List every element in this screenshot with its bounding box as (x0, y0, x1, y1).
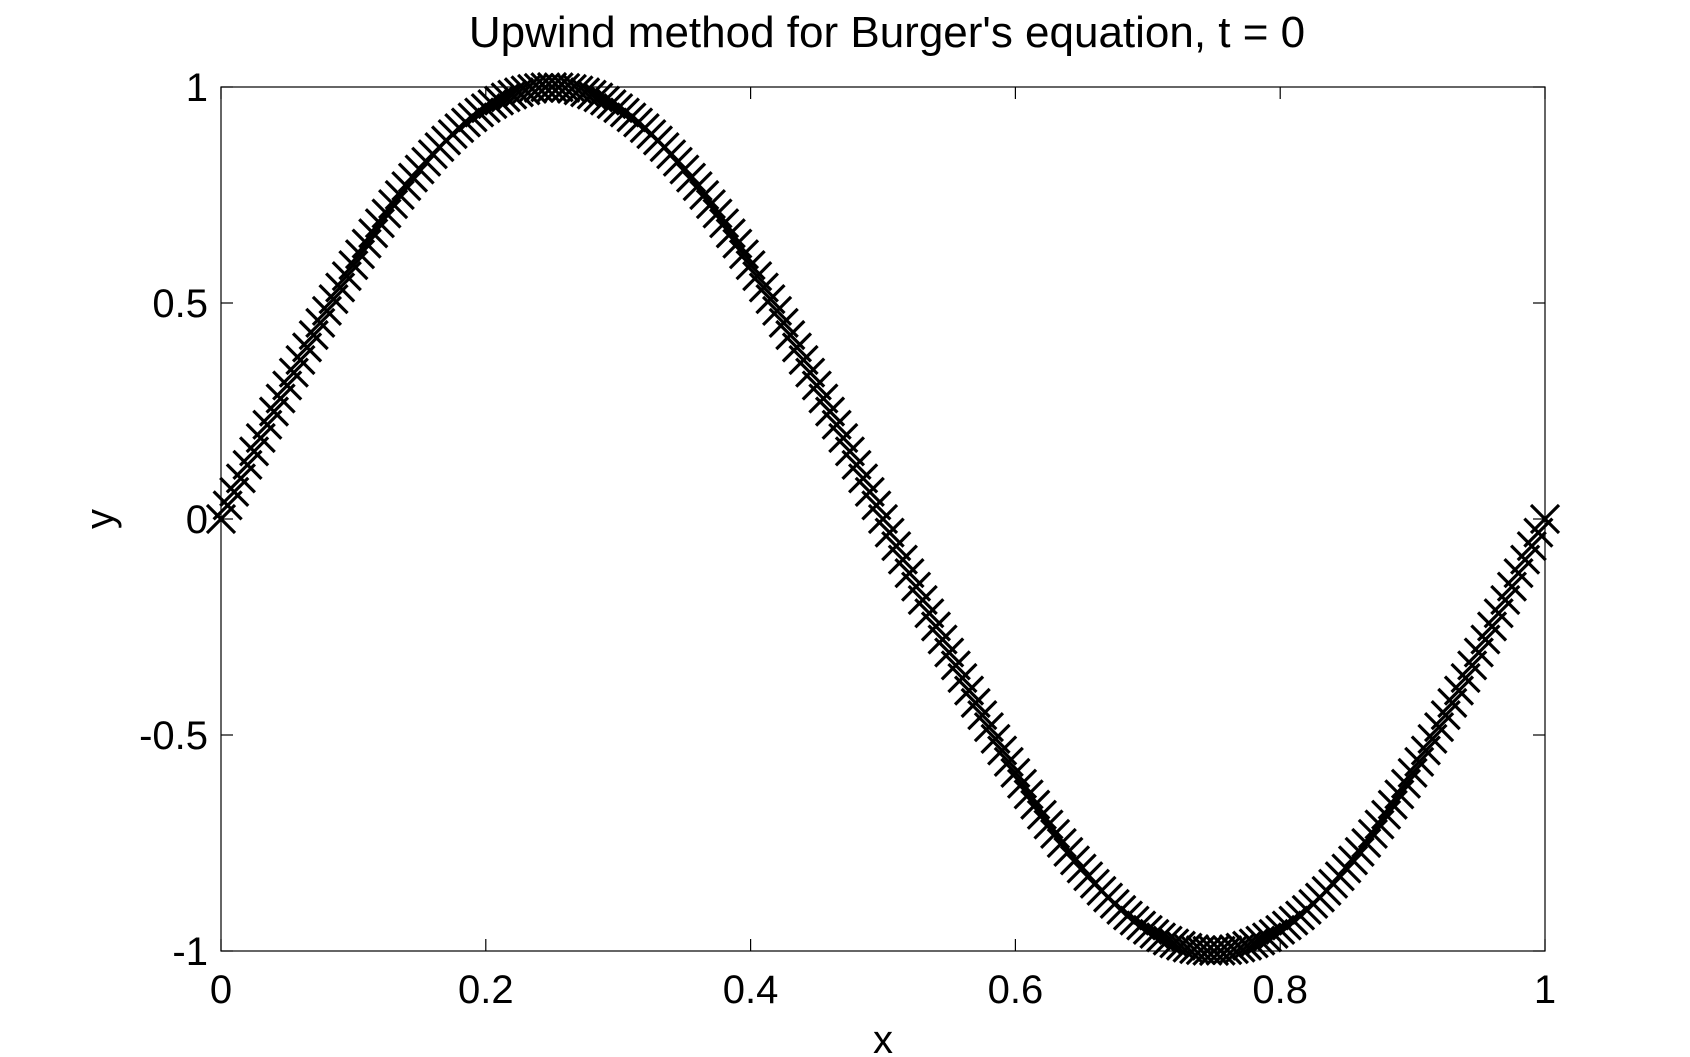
x-tick-label: 0.4 (723, 968, 779, 1012)
chart-title: Upwind method for Burger's equation, t =… (469, 8, 1305, 57)
data-point-marker (1357, 818, 1389, 850)
data-point-marker (371, 198, 402, 229)
plot-area (205, 71, 1561, 967)
x-tick-label: 0 (210, 968, 232, 1012)
data-point-marker (1033, 809, 1064, 840)
y-tick-label: 0.5 (152, 282, 208, 326)
data-point-marker (377, 188, 409, 220)
data-point-marker (1258, 918, 1289, 949)
data-point-marker (1026, 799, 1058, 830)
data-point-marker (1212, 935, 1243, 966)
data-point-marker (689, 179, 720, 211)
x-tick-label: 0.8 (1252, 968, 1308, 1012)
data-point-marker (1351, 827, 1382, 859)
x-tick-label: 0.6 (988, 968, 1044, 1012)
data-point-marker (364, 208, 396, 239)
data-point-marker (702, 198, 733, 229)
x-tick-label: 1 (1534, 968, 1556, 1012)
y-axis-label: y (78, 509, 122, 529)
data-point-marker (695, 188, 727, 220)
y-tick-label: -1 (172, 930, 208, 974)
data-point-marker (1364, 809, 1395, 840)
y-tick-label: 1 (186, 66, 208, 110)
x-axis-label: x (873, 1018, 893, 1057)
data-point-marker (596, 89, 627, 120)
x-tick-label: 0.2 (458, 968, 514, 1012)
y-tick-label: 0 (186, 498, 208, 542)
data-point-marker (1039, 818, 1071, 850)
data-point-marker (550, 72, 581, 103)
y-tick-label: -0.5 (139, 714, 208, 758)
